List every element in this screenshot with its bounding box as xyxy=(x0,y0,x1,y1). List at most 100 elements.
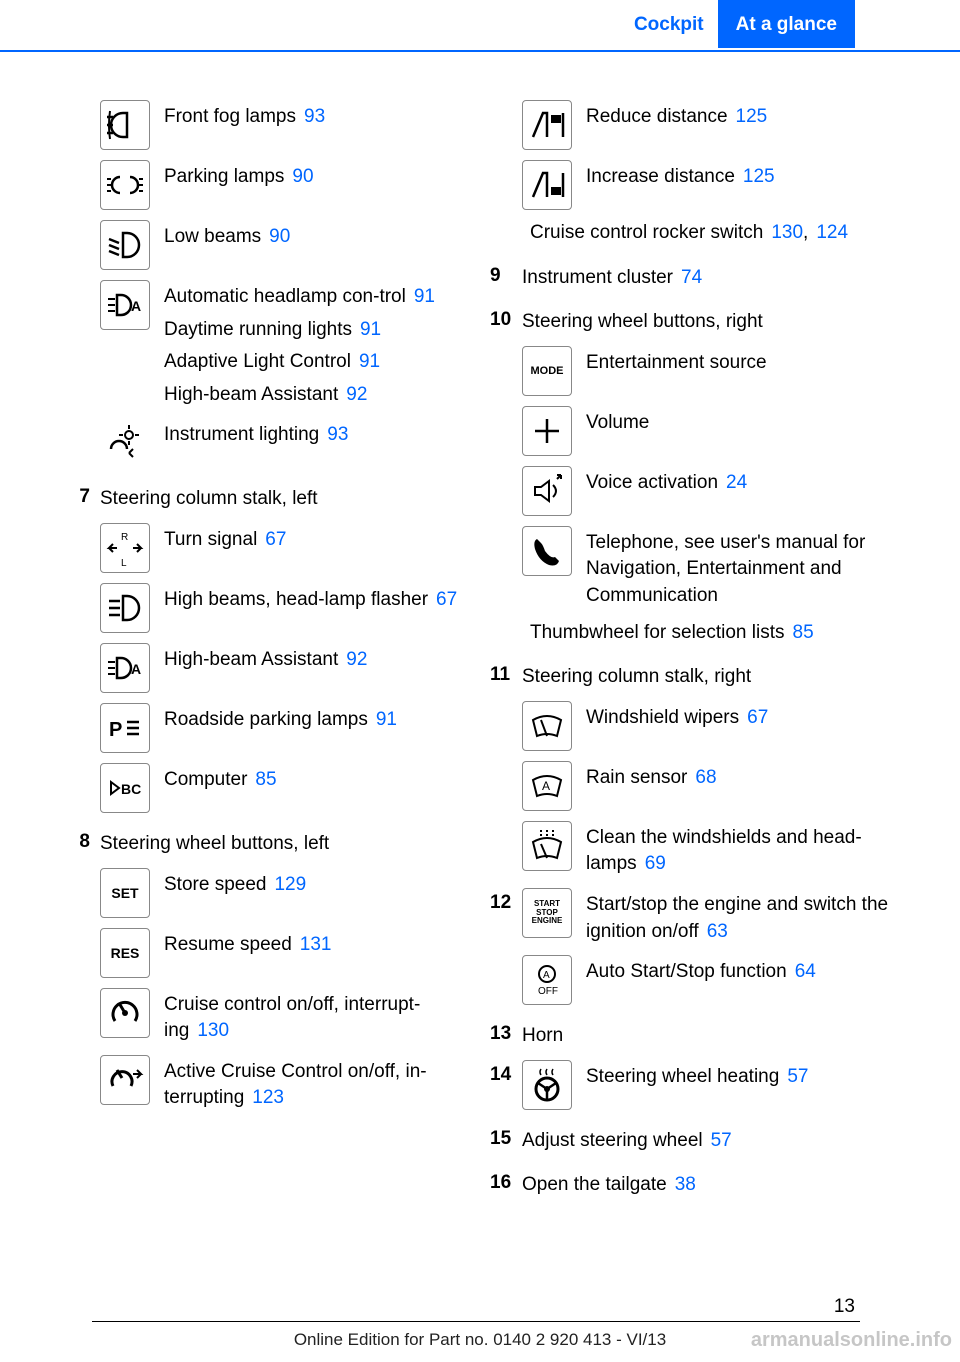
section-10-num: 10 xyxy=(490,309,522,336)
section-16-ref[interactable]: 38 xyxy=(675,1174,696,1195)
voice-ref[interactable]: 24 xyxy=(726,472,747,493)
section-16: 16 Open the tailgate 38 xyxy=(490,1172,940,1199)
clean-label: Clean the windshields and head‐lamps xyxy=(586,827,862,875)
thumbwheel-label: Thumbwheel for selection lists xyxy=(530,622,785,643)
reduce-label: Reduce distance xyxy=(586,106,728,127)
row-set: SET Store speed129 xyxy=(0,868,460,918)
row-parking-lamps: Parking lamps90 xyxy=(0,160,460,210)
start-stop-label: Start/stop the engine and switch the ign… xyxy=(586,894,888,942)
section-12: 12 STARTSTOPENGINE Start/stop the engine… xyxy=(490,888,940,945)
section-16-num: 16 xyxy=(490,1172,522,1199)
increase-distance-icon xyxy=(522,160,572,210)
set-ref[interactable]: 129 xyxy=(274,874,306,895)
wheel-heat-ref[interactable]: 57 xyxy=(787,1066,808,1087)
row-voice: Voice activation 24 xyxy=(490,466,940,516)
cruise-rocker-ref1[interactable]: 130 xyxy=(771,222,803,243)
tab-cockpit: Cockpit xyxy=(620,0,718,48)
roadside-label: Roadside parking lamps xyxy=(164,709,368,730)
row-autostart: AOFF Auto Start/Stop function64 xyxy=(490,955,940,1005)
cruise-ref[interactable]: 130 xyxy=(197,1020,229,1041)
section-8-title: Steering wheel buttons, left xyxy=(100,831,460,858)
row-increase: Increase distance125 xyxy=(490,160,940,210)
adaptive-label: Adaptive Light Control xyxy=(164,351,351,372)
wipers-ref[interactable]: 67 xyxy=(747,707,768,728)
voice-label: Voice activation xyxy=(586,472,718,493)
front-fog-ref[interactable]: 93 xyxy=(304,106,325,127)
section-13-title: Horn xyxy=(522,1023,940,1050)
set-label: Store speed xyxy=(164,874,266,895)
instrument-lighting-ref[interactable]: 93 xyxy=(327,424,348,445)
section-9-num: 9 xyxy=(490,265,522,292)
wheel-heat-label: Steering wheel heating xyxy=(586,1066,779,1087)
row-mode: MODE Entertainment source xyxy=(490,346,940,396)
section-13-num: 13 xyxy=(490,1023,522,1050)
hba-ref[interactable]: 92 xyxy=(346,649,367,670)
start-stop-ref[interactable]: 63 xyxy=(707,921,728,942)
section-13: 13 Horn xyxy=(490,1023,940,1050)
auto-headlamp-label: Automatic headlamp con‐trol xyxy=(164,286,406,307)
reduce-ref[interactable]: 125 xyxy=(736,106,768,127)
cruise-rocker-ref2[interactable]: 124 xyxy=(816,222,848,243)
clean-ref[interactable]: 69 xyxy=(645,853,666,874)
row-volume: Volume xyxy=(490,406,940,456)
res-ref[interactable]: 131 xyxy=(300,934,332,955)
row-wipers: Windshield wipers 67 xyxy=(490,701,940,751)
computer-ref[interactable]: 85 xyxy=(255,769,276,790)
instrument-lighting-icon xyxy=(100,418,150,468)
section-9: 9 Instrument cluster74 xyxy=(490,265,940,292)
section-15-title: Adjust steering wheel xyxy=(522,1130,703,1151)
tab-at-a-glance: At a glance xyxy=(718,0,855,48)
acc-label: Active Cruise Control on/off, in‐terrupt… xyxy=(164,1061,427,1109)
section-15-ref[interactable]: 57 xyxy=(711,1130,732,1151)
section-9-ref[interactable]: 74 xyxy=(681,267,702,288)
clean-windshield-icon xyxy=(522,821,572,871)
row-turn-signal: RL Turn signal67 xyxy=(0,523,460,573)
footer-divider xyxy=(92,1321,860,1322)
auto-headlamp-ref[interactable]: 91 xyxy=(414,286,435,307)
row-rain: A Rain sensor68 xyxy=(490,761,940,811)
auto-off-icon: AOFF xyxy=(522,955,572,1005)
res-icon: RES xyxy=(100,928,150,978)
left-column: Front fog lamps93 Parking lamps90 Low be… xyxy=(0,100,480,1209)
section-16-title: Open the tailgate xyxy=(522,1174,667,1195)
section-15-num: 15 xyxy=(490,1128,522,1155)
parking-lamps-ref[interactable]: 90 xyxy=(292,166,313,187)
increase-ref[interactable]: 125 xyxy=(743,166,775,187)
thumbwheel-ref[interactable]: 85 xyxy=(793,622,814,643)
hba1-ref[interactable]: 92 xyxy=(346,384,367,405)
low-beams-icon xyxy=(100,220,150,270)
acc-ref[interactable]: 123 xyxy=(252,1087,284,1108)
svg-text:A: A xyxy=(542,779,550,793)
section-10: 10 Steering wheel buttons, right xyxy=(490,309,940,336)
adaptive-ref[interactable]: 91 xyxy=(359,351,380,372)
front-fog-icon xyxy=(100,100,150,150)
low-beams-ref[interactable]: 90 xyxy=(269,226,290,247)
hba-icon: A xyxy=(100,643,150,693)
rain-ref[interactable]: 68 xyxy=(695,767,716,788)
row-res: RES Resume speed131 xyxy=(0,928,460,978)
mode-label: Entertainment source xyxy=(586,352,767,373)
high-beam-ref[interactable]: 67 xyxy=(436,589,457,610)
roadside-icon: P xyxy=(100,703,150,753)
svg-text:A: A xyxy=(543,970,550,981)
wipers-label: Windshield wipers xyxy=(586,707,739,728)
reduce-distance-icon xyxy=(522,100,572,150)
row-hba: A High-beam Assistant92 xyxy=(0,643,460,693)
high-beam-icon xyxy=(100,583,150,633)
acc-icon xyxy=(100,1055,150,1105)
daytime-ref[interactable]: 91 xyxy=(360,319,381,340)
section-12-num: 12 xyxy=(490,888,522,914)
row-roadside: P Roadside parking lamps 91 xyxy=(0,703,460,753)
cruise-rocker-label: Cruise control rocker switch xyxy=(530,222,763,243)
row-auto-headlamp: A Automatic headlamp con‐trol91 Daytime … xyxy=(0,280,460,408)
autostart-ref[interactable]: 64 xyxy=(795,961,816,982)
phone-icon xyxy=(522,526,572,576)
computer-label: Computer xyxy=(164,769,247,790)
row-low-beams: Low beams90 xyxy=(0,220,460,270)
turn-signal-ref[interactable]: 67 xyxy=(265,529,286,550)
roadside-ref[interactable]: 91 xyxy=(376,709,397,730)
section-7: 7 Steering column stalk, left xyxy=(0,486,460,513)
page-header: Cockpit At a glance xyxy=(0,0,960,52)
svg-text:L: L xyxy=(121,558,127,568)
section-8-num: 8 xyxy=(0,831,100,858)
